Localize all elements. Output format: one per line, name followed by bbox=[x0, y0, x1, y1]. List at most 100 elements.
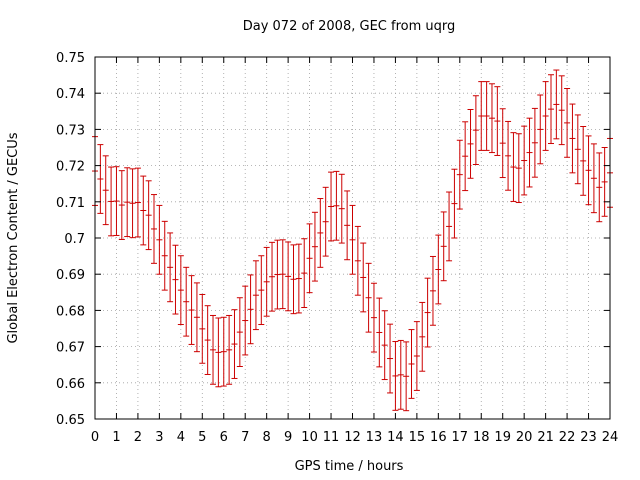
error-bar-point bbox=[199, 293, 206, 364]
tick-layer: 0 1 2 3 4 5 6 7 8 9 10 11 12 13 14 15 16 17 18 19 20 21 22 23 24… bbox=[56, 51, 618, 445]
error-bar-point bbox=[151, 194, 158, 264]
error-bar-point bbox=[317, 198, 324, 268]
error-bar-point bbox=[344, 190, 351, 261]
x-tick-label: 16 bbox=[430, 430, 447, 445]
x-axis-title: GPS time / hours bbox=[295, 459, 404, 474]
x-tick-label: 8 bbox=[263, 430, 271, 445]
error-bar-point bbox=[263, 246, 270, 317]
error-bar-point bbox=[440, 211, 447, 282]
error-bar-point bbox=[124, 167, 131, 238]
x-tick-label: 20 bbox=[516, 430, 533, 445]
y-tick-label: 0.72 bbox=[56, 160, 85, 175]
y-tick-label: 0.68 bbox=[56, 304, 85, 319]
errorbar-layer bbox=[92, 69, 613, 412]
error-bar-point bbox=[483, 81, 490, 151]
error-bar-point bbox=[333, 170, 340, 241]
error-bar-point bbox=[210, 314, 217, 385]
error-bar-point bbox=[408, 329, 415, 399]
error-bar-point bbox=[553, 69, 560, 140]
x-tick-label: 7 bbox=[241, 430, 249, 445]
x-tick-label: 15 bbox=[409, 430, 426, 445]
error-bar-point bbox=[349, 204, 356, 275]
error-bar-point bbox=[429, 255, 436, 326]
error-bar-point bbox=[526, 117, 533, 188]
error-bar-point bbox=[424, 277, 431, 348]
error-bar-point bbox=[338, 173, 345, 244]
x-tick-label: 5 bbox=[198, 430, 206, 445]
error-bar-point bbox=[499, 108, 506, 179]
error-bar-point bbox=[108, 166, 115, 237]
error-bar-point bbox=[446, 191, 453, 262]
chart-title: Day 072 of 2008, GEC from uqrg bbox=[243, 19, 456, 34]
x-tick-label: 24 bbox=[602, 430, 619, 445]
error-bar-point bbox=[521, 125, 528, 196]
error-bar-point bbox=[113, 166, 120, 236]
error-bar-point bbox=[387, 323, 394, 394]
x-tick-label: 12 bbox=[344, 430, 361, 445]
y-tick-label: 0.7 bbox=[64, 232, 85, 247]
x-tick-label: 3 bbox=[155, 430, 163, 445]
error-bar-point bbox=[376, 297, 383, 368]
error-bar-point bbox=[172, 244, 179, 315]
y-tick-label: 0.67 bbox=[56, 341, 85, 356]
error-bar-point bbox=[488, 83, 495, 154]
error-bar-point bbox=[381, 310, 388, 381]
error-bar-point bbox=[531, 107, 538, 178]
error-bar-point bbox=[462, 121, 469, 192]
error-bar-point bbox=[242, 285, 249, 356]
error-bar-point bbox=[285, 241, 292, 312]
x-tick-label: 14 bbox=[387, 430, 404, 445]
error-bar-point bbox=[365, 262, 372, 333]
error-bar-point bbox=[392, 341, 399, 411]
error-bar-point bbox=[574, 114, 581, 185]
error-bar-point bbox=[585, 135, 592, 206]
error-bar-point bbox=[370, 282, 377, 353]
x-tick-label: 4 bbox=[177, 430, 185, 445]
error-bar-point bbox=[247, 274, 254, 345]
error-bar-point bbox=[564, 87, 571, 158]
error-bar-point bbox=[515, 133, 522, 204]
error-bar-point bbox=[167, 232, 174, 303]
y-tick-label: 0.66 bbox=[56, 377, 85, 392]
error-bar-point bbox=[252, 260, 259, 331]
error-bar-point bbox=[258, 255, 265, 326]
error-bar-point bbox=[279, 239, 286, 310]
x-tick-label: 23 bbox=[580, 430, 597, 445]
error-bar-point bbox=[102, 155, 109, 226]
x-tick-label: 2 bbox=[134, 430, 142, 445]
error-bar-point bbox=[145, 180, 152, 251]
error-bar-point bbox=[301, 238, 308, 309]
error-bar-point bbox=[204, 305, 211, 375]
error-bar-point bbox=[274, 239, 281, 310]
x-tick-label: 22 bbox=[559, 430, 576, 445]
error-bar-point bbox=[328, 171, 335, 242]
error-bar-point bbox=[161, 220, 168, 291]
x-tick-label: 21 bbox=[537, 430, 554, 445]
error-bar-point bbox=[580, 126, 587, 196]
x-tick-label: 11 bbox=[323, 430, 340, 445]
y-tick-label: 0.74 bbox=[56, 87, 85, 102]
error-bar-point bbox=[118, 170, 125, 240]
error-bar-point bbox=[193, 282, 200, 353]
error-bar-point bbox=[188, 275, 195, 345]
error-bar-point bbox=[156, 204, 163, 275]
error-bar-point bbox=[547, 74, 554, 145]
error-bar-point bbox=[177, 255, 184, 326]
error-bar-point bbox=[505, 120, 512, 191]
error-bar-point bbox=[478, 81, 485, 151]
error-bar-point bbox=[290, 244, 297, 315]
error-bar-point bbox=[419, 301, 426, 372]
y-tick-label: 0.69 bbox=[56, 268, 85, 283]
error-bar-point bbox=[134, 167, 141, 238]
error-bar-point bbox=[451, 168, 458, 239]
y-axis-title: Global Electron Content / GECUs bbox=[6, 132, 21, 343]
x-tick-label: 6 bbox=[220, 430, 228, 445]
y-tick-label: 0.73 bbox=[56, 123, 85, 138]
error-bar-point bbox=[403, 341, 410, 412]
y-tick-label: 0.75 bbox=[56, 51, 85, 66]
error-bar-point bbox=[306, 223, 313, 294]
x-tick-label: 10 bbox=[301, 430, 318, 445]
error-bar-point bbox=[472, 95, 479, 166]
